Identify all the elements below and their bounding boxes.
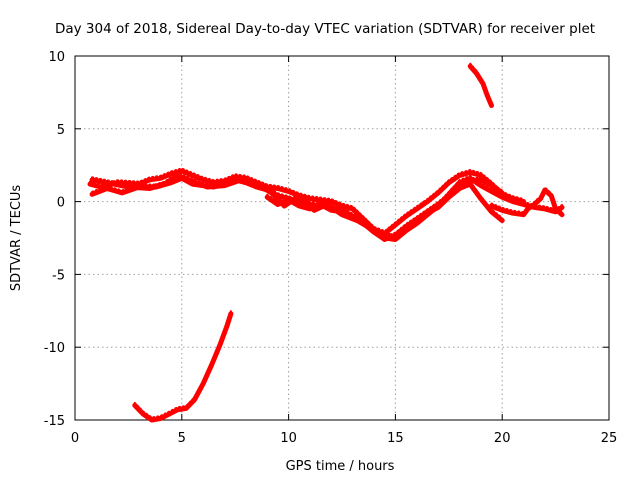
x-tick-label: 20	[494, 431, 511, 446]
series-track-upper-spread	[469, 62, 493, 104]
x-tick-label: 25	[601, 431, 618, 446]
y-tick-label: -15	[44, 414, 65, 429]
y-axis-label: SDTVAR / TECUs	[9, 185, 24, 292]
chart-title: Day 304 of 2018, Sidereal Day-to-day VTE…	[55, 21, 595, 37]
y-tick-label: 0	[57, 196, 65, 211]
grid	[75, 56, 609, 420]
x-tick-label: 10	[280, 431, 297, 446]
y-tick-label: -10	[44, 341, 65, 356]
series-track-lower	[132, 311, 234, 423]
series-track-main-a-spread	[89, 167, 525, 233]
y-tick-label: 5	[57, 123, 65, 138]
series-track-main-d-spread	[266, 180, 504, 237]
x-axis-label: GPS time / hours	[286, 459, 395, 474]
x-tick-label: 0	[71, 431, 79, 446]
series-group	[87, 62, 565, 423]
y-tick-label: -5	[52, 268, 65, 283]
series-track-late-spread	[490, 186, 563, 214]
series-track-late	[489, 187, 565, 218]
plot-frame	[74, 55, 610, 421]
axis-ticks: 0 5 10 15 20 25 -15 -10 -5 0 5 10	[44, 50, 618, 446]
series-track-lower-spread	[133, 310, 232, 419]
series-track-upper	[467, 63, 494, 108]
x-tick-label: 15	[387, 431, 404, 446]
y-tick-label: 10	[48, 50, 65, 65]
series-track-main-d	[264, 181, 505, 241]
x-tick-label: 5	[178, 431, 186, 446]
